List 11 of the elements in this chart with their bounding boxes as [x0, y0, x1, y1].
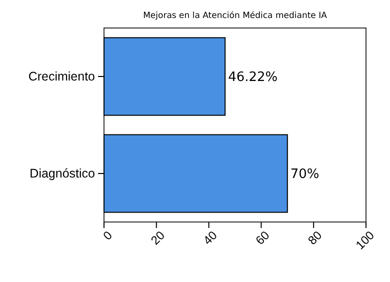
y-tick-label: Crecimiento: [28, 70, 96, 84]
x-tick-label: 80: [305, 228, 325, 248]
data-label: 46.22%: [228, 70, 278, 86]
x-tick-label: 20: [148, 228, 168, 248]
data-label: 70%: [290, 167, 320, 182]
x-tick-label: 60: [252, 228, 272, 248]
x-tick-label: 40: [200, 228, 220, 248]
x-tick-label: 100: [352, 228, 378, 252]
x-tick-label: 0: [100, 228, 116, 243]
chart-title: Mejoras en la Atención Médica mediante IA: [143, 11, 328, 21]
y-tick-label: Diagnóstico: [30, 166, 96, 180]
